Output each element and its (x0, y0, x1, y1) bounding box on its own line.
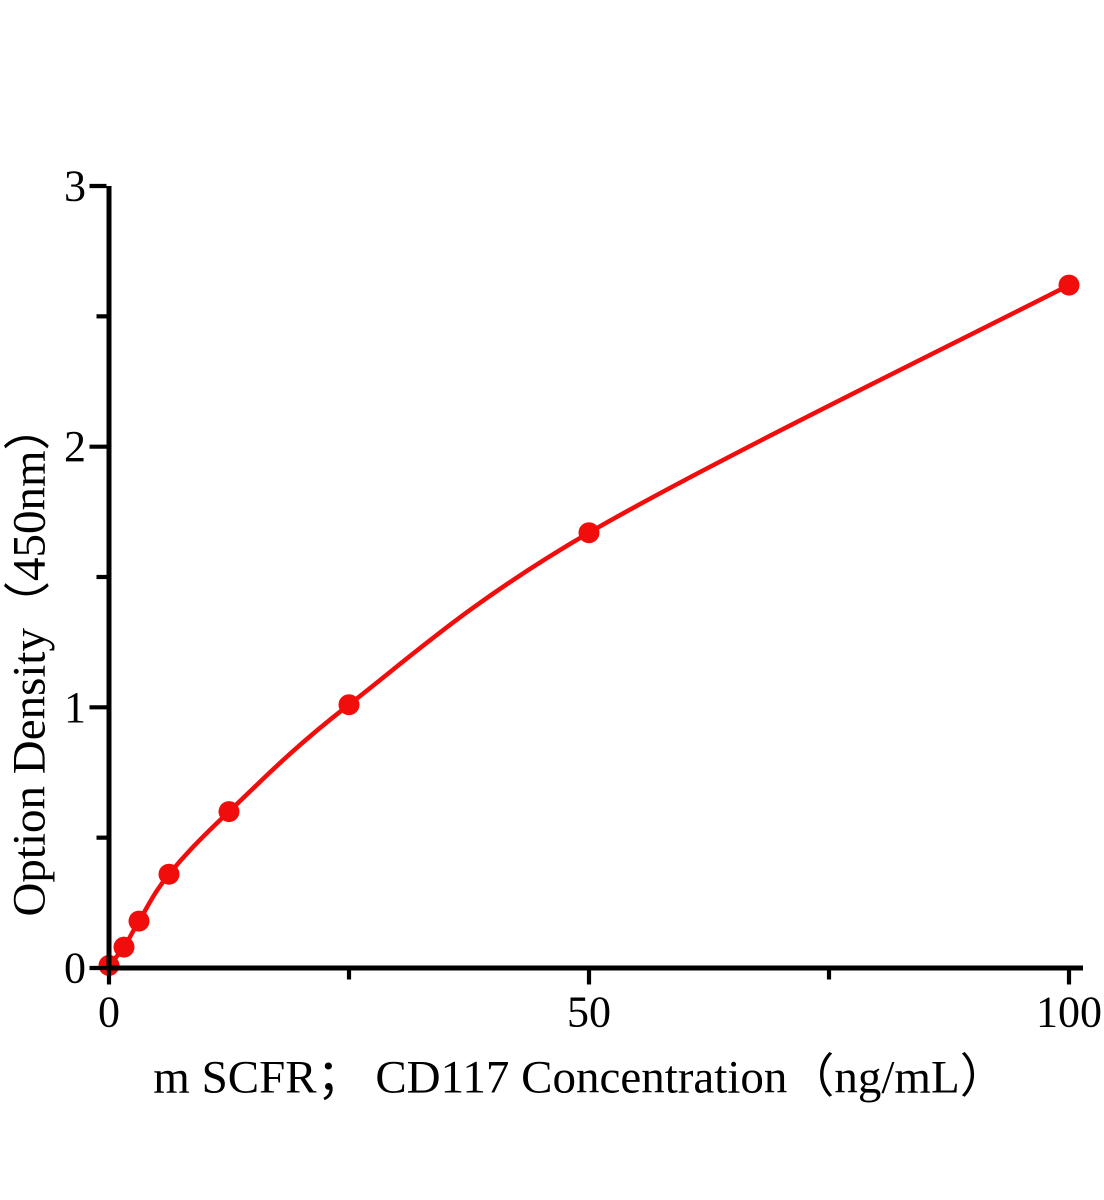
data-point (113, 936, 135, 958)
x-tick-label: 0 (98, 988, 120, 1037)
y-tick-label: 2 (64, 422, 86, 471)
y-tick-label: 0 (64, 944, 86, 993)
data-point (158, 863, 180, 885)
x-tick-label: 50 (567, 988, 611, 1037)
y-tick-label: 1 (64, 683, 86, 732)
x-tick-label: 100 (1036, 988, 1102, 1037)
data-point (338, 694, 360, 716)
data-point (1058, 274, 1080, 296)
data-point (218, 801, 240, 823)
data-point (578, 522, 600, 544)
standard-curve-line (106, 282, 1072, 968)
y-tick-label: 3 (64, 162, 86, 211)
x-axis-title: m SCFR； CD117 Concentration（ng/mL） (153, 1051, 1007, 1104)
data-point (128, 910, 150, 932)
y-axis-title: Option Density（450nm） (3, 403, 56, 917)
